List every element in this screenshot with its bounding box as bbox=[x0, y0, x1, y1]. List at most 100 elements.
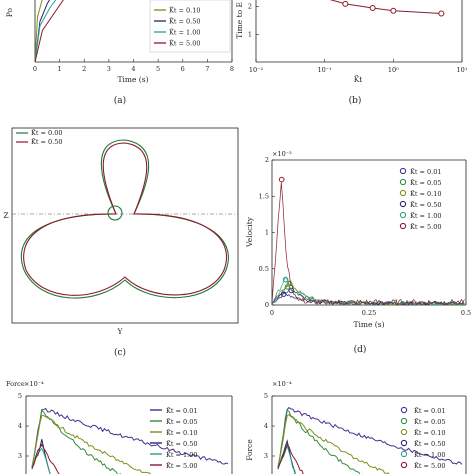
panel-a-x-tick-label: 3 bbox=[107, 65, 111, 73]
panel-b: Time to E 12 10⁻² 10⁻¹ 10⁰ 10¹ K̃t (b) bbox=[235, 0, 468, 106]
panel-a-x-tick-label: 2 bbox=[82, 65, 86, 73]
force-legend-label: K̃t = 0.05 bbox=[414, 418, 446, 426]
force-series-line bbox=[31, 443, 60, 474]
force-legend-label: K̃t = 5.00 bbox=[166, 462, 198, 470]
panel-b-y-ticks: 12 bbox=[248, 3, 259, 38]
panel-b-x-ticks: 10⁻² 10⁻¹ 10⁰ 10¹ bbox=[249, 59, 468, 74]
panel-e-multiplier: ×10⁻⁴ bbox=[24, 380, 44, 388]
caption-c: (c) bbox=[114, 347, 126, 358]
panel-f-ylabel: Force bbox=[245, 439, 254, 461]
panel-b-xlabel: K̃t bbox=[354, 75, 363, 84]
caption-a: (a) bbox=[114, 95, 126, 106]
panel-b-point bbox=[342, 0, 349, 7]
panel-a-series-line bbox=[34, 0, 64, 63]
panel-b-point bbox=[438, 10, 445, 17]
panel-e-y-ticks: 5 4 3 bbox=[18, 392, 29, 460]
panel-d-legend-label: K̃t = 0.05 bbox=[410, 179, 442, 187]
panel-a-x-tick-label: 1 bbox=[58, 65, 62, 73]
panel-d-legend-marker bbox=[399, 222, 407, 230]
panel-b-x-tick-label: 10⁻² bbox=[249, 66, 264, 74]
panel-c: K̃t = 0.00 K̃t = 0.50 Z Y (c) bbox=[3, 127, 239, 358]
force-series-line bbox=[277, 413, 390, 474]
shape-kt-0.00 bbox=[20, 139, 229, 299]
force-legend-label: K̃t = 0.10 bbox=[414, 429, 446, 437]
force-y-tick-label: 5 bbox=[264, 392, 268, 400]
force-legend-label: K̃t = 5.00 bbox=[414, 462, 446, 470]
legend-c-label-1: K̃t = 0.50 bbox=[31, 138, 63, 146]
panel-f-y-ticks: 5 4 3 bbox=[264, 392, 275, 460]
force-legend-marker bbox=[400, 439, 408, 447]
panel-d-series-line bbox=[271, 182, 465, 306]
force-legend-marker bbox=[400, 406, 408, 414]
force-legend-label: K̃t = 1.00 bbox=[166, 451, 198, 459]
panel-d-legend-marker bbox=[399, 167, 407, 175]
caption-b: (b) bbox=[349, 95, 362, 106]
force-y-tick-label: 3 bbox=[18, 452, 22, 460]
panel-a-legend-label: K̃t = 1.00 bbox=[169, 28, 201, 36]
force-legend-label: K̃t = 0.01 bbox=[166, 407, 198, 415]
force-series-line bbox=[31, 409, 121, 474]
force-series-line bbox=[277, 409, 364, 474]
shape-kt-0.50 bbox=[23, 142, 228, 296]
panel-f: ×10⁻⁴ Force 543 K̃t = 0.01K̃t = 0.05K̃t … bbox=[245, 380, 467, 474]
panel-d-legend-label: K̃t = 0.50 bbox=[410, 201, 442, 209]
force-series-line bbox=[277, 406, 463, 467]
panel-d: ×10⁻³ Velocity 0 0.5 1 1.5 2 0 0.25 0.5 K̃t = … bbox=[245, 150, 471, 355]
inner-circle bbox=[107, 205, 123, 221]
panel-a: Po 0 1 2 3 4 5 6 7 8 K̃t = 0.10 K̃t = 0.50 K̃t = 1… bbox=[5, 0, 234, 106]
force-legend-marker bbox=[400, 450, 408, 458]
force-y-tick-label: 4 bbox=[264, 422, 268, 430]
panel-d-legend-label: K̃t = 0.01 bbox=[410, 168, 442, 176]
force-legend-marker bbox=[400, 417, 408, 425]
panel-a-legend-label: K̃t = 5.00 bbox=[169, 39, 201, 47]
panel-d-legend-label: K̃t = 0.10 bbox=[410, 190, 442, 198]
panel-a-xlabel: Time (s) bbox=[117, 75, 148, 84]
panel-d-legend-label: K̃t = 1.00 bbox=[410, 212, 442, 220]
panel-d-y-tick-label: 1 bbox=[265, 229, 269, 237]
panel-a-legend: K̃t = 0.10 K̃t = 0.50 K̃t = 1.00 K̃t = 5.00 bbox=[149, 0, 231, 53]
force-legend-label: K̃t = 0.01 bbox=[414, 407, 446, 415]
panel-d-y-tick-label: 0 bbox=[265, 301, 269, 309]
panel-a-x-tick-label: 0 bbox=[33, 65, 37, 73]
panel-a-x-tick-label: 6 bbox=[181, 65, 185, 73]
panel-d-y-tick-label: 2 bbox=[265, 156, 269, 164]
panel-e-series bbox=[31, 407, 229, 474]
panel-d-legend-marker bbox=[399, 200, 407, 208]
force-legend-marker bbox=[400, 461, 408, 469]
panel-b-series-line bbox=[329, 0, 442, 15]
panel-d-legend-marker bbox=[399, 189, 407, 197]
panel-a-x-tick-label: 5 bbox=[156, 65, 160, 73]
panel-d-legend-marker bbox=[399, 211, 407, 219]
panel-d-y-ticks: 0 0.5 1 1.5 2 bbox=[259, 156, 275, 309]
force-legend-label: K̃t = 0.10 bbox=[166, 429, 198, 437]
panel-d-xlabel: Time (s) bbox=[353, 320, 384, 329]
force-legend-label: K̃t = 0.50 bbox=[166, 440, 198, 448]
legend-c-label-0: K̃t = 0.00 bbox=[31, 129, 63, 137]
panel-b-y-tick-label: 1 bbox=[248, 30, 252, 38]
panel-b-ylabel: Time to E bbox=[235, 2, 244, 39]
force-y-tick-label: 4 bbox=[18, 422, 22, 430]
panel-b-series bbox=[329, 0, 445, 17]
panel-b-x-tick-label: 10⁰ bbox=[388, 66, 399, 74]
force-series-line bbox=[31, 407, 229, 467]
panel-e-legend: K̃t = 0.01 K̃t = 0.05 K̃t = 0.10 K̃t = 0.50… bbox=[150, 407, 198, 470]
panel-a-ylabel: Po bbox=[5, 8, 14, 18]
panel-d-x-tick-label: 0.25 bbox=[362, 309, 376, 317]
panel-b-point bbox=[369, 5, 376, 11]
panel-d-legend-marker bbox=[399, 178, 407, 186]
panel-a-series-line bbox=[34, 0, 57, 63]
panel-c-frame bbox=[11, 127, 239, 324]
panel-d-legend-label: K̃t = 5.00 bbox=[410, 223, 442, 231]
panel-d-y-tick-label: 0.5 bbox=[259, 265, 269, 273]
force-y-tick-label: 5 bbox=[18, 392, 22, 400]
panel-c-xlabel: Y bbox=[117, 327, 124, 336]
panel-d-legend: K̃t = 0.01 K̃t = 0.05 K̃t = 0.10 K̃t = 0.50… bbox=[399, 167, 442, 231]
force-legend-label: K̃t = 1.00 bbox=[414, 451, 446, 459]
panel-f-multiplier: ×10⁻⁴ bbox=[272, 380, 292, 388]
panel-a-x-tick-label: 4 bbox=[131, 65, 135, 73]
panel-d-series-line bbox=[271, 276, 465, 306]
panel-d-ylabel: Velocity bbox=[245, 216, 254, 248]
panel-a-series-line bbox=[34, 0, 43, 63]
force-legend-marker bbox=[400, 428, 408, 436]
